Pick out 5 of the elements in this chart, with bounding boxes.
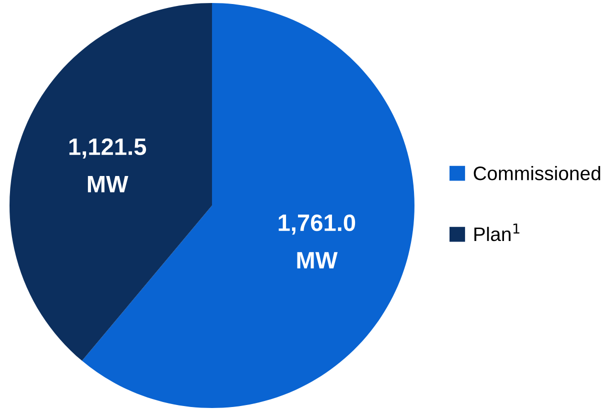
- data-label: 1,121.5 MW: [69, 138, 146, 192]
- legend-label: Commissioned: [474, 166, 600, 180]
- pie-slice: [10, 3, 212, 361]
- legend-label: Plan$^{1}$: [474, 224, 520, 242]
- data-label: 1,761.0 MW: [278, 214, 356, 268]
